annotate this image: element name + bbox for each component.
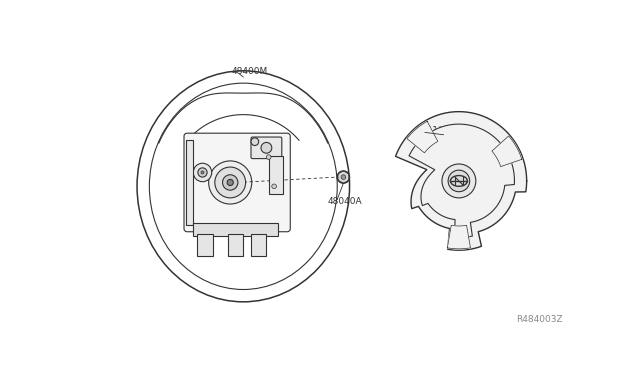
Polygon shape bbox=[407, 121, 438, 153]
Circle shape bbox=[337, 171, 349, 183]
FancyBboxPatch shape bbox=[228, 234, 243, 256]
Circle shape bbox=[341, 175, 346, 179]
Circle shape bbox=[193, 163, 212, 182]
Circle shape bbox=[448, 170, 470, 192]
Polygon shape bbox=[409, 124, 515, 238]
FancyBboxPatch shape bbox=[251, 234, 266, 256]
Polygon shape bbox=[396, 112, 527, 250]
FancyBboxPatch shape bbox=[186, 140, 193, 225]
Circle shape bbox=[251, 138, 259, 145]
FancyBboxPatch shape bbox=[269, 155, 283, 194]
Text: 48040A: 48040A bbox=[328, 197, 363, 206]
Circle shape bbox=[272, 184, 276, 189]
FancyBboxPatch shape bbox=[251, 137, 282, 158]
Circle shape bbox=[198, 168, 207, 177]
Circle shape bbox=[266, 155, 271, 159]
FancyBboxPatch shape bbox=[184, 133, 291, 232]
Circle shape bbox=[201, 171, 204, 174]
Circle shape bbox=[223, 175, 238, 190]
Text: R484003Z: R484003Z bbox=[516, 315, 563, 324]
Circle shape bbox=[442, 164, 476, 198]
Polygon shape bbox=[492, 136, 522, 167]
Text: 48400M: 48400M bbox=[232, 67, 268, 76]
FancyBboxPatch shape bbox=[197, 234, 212, 256]
Text: 98510M: 98510M bbox=[416, 126, 452, 135]
FancyBboxPatch shape bbox=[193, 222, 278, 236]
Polygon shape bbox=[447, 225, 470, 249]
Circle shape bbox=[209, 161, 252, 204]
Circle shape bbox=[227, 179, 234, 186]
Circle shape bbox=[261, 142, 272, 153]
Circle shape bbox=[215, 167, 246, 198]
